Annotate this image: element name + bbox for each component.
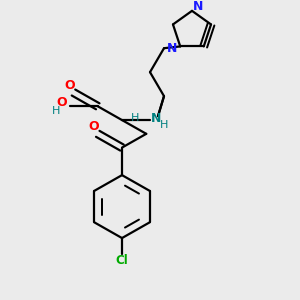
Text: H: H <box>131 113 139 123</box>
Text: O: O <box>56 96 67 109</box>
Text: N: N <box>151 112 161 124</box>
Text: H: H <box>52 106 60 116</box>
Text: Cl: Cl <box>116 254 128 267</box>
Text: N: N <box>167 42 177 55</box>
Text: H: H <box>160 120 168 130</box>
Text: N: N <box>193 0 203 14</box>
Text: O: O <box>64 79 75 92</box>
Text: O: O <box>88 120 99 134</box>
